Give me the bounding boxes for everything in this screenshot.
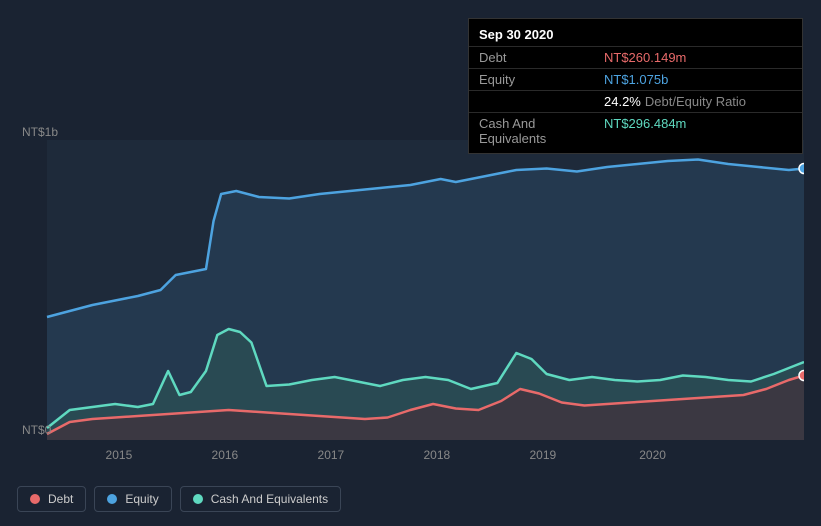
y-axis-label: NT$0 [22,423,51,437]
x-axis-label: 2018 [423,448,450,462]
x-axis-label: 2016 [212,448,239,462]
tooltip-row: Cash And EquivalentsNT$296.484m [469,112,802,149]
chart-plot [17,120,804,465]
tooltip-value: NT$1.075b [604,72,668,87]
legend-item-debt[interactable]: Debt [17,486,86,512]
tooltip-value: NT$296.484m [604,116,686,131]
legend-label: Cash And Equivalents [211,492,328,506]
legend-label: Debt [48,492,73,506]
x-axis-label: 2020 [639,448,666,462]
tooltip-value: NT$260.149m [604,50,686,65]
legend-label: Equity [125,492,158,506]
x-axis-label: 2019 [529,448,556,462]
tooltip-label: Debt [479,50,604,65]
tooltip-label: Cash And Equivalents [479,116,604,146]
legend-item-cash-and-equivalents[interactable]: Cash And Equivalents [180,486,341,512]
tooltip-row: EquityNT$1.075b [469,68,802,90]
legend-item-equity[interactable]: Equity [94,486,171,512]
y-axis-label: NT$1b [22,125,58,139]
legend-swatch [193,494,203,504]
chart-legend: Debt Equity Cash And Equivalents [17,486,341,512]
tooltip-label: Equity [479,72,604,87]
tooltip-row: DebtNT$260.149m [469,46,802,68]
tooltip-value: 24.2% [604,94,641,109]
chart-tooltip: Sep 30 2020 DebtNT$260.149mEquityNT$1.07… [468,18,803,154]
x-axis-label: 2015 [106,448,133,462]
tooltip-date: Sep 30 2020 [469,23,802,46]
tooltip-row: 24.2% Debt/Equity Ratio [469,90,802,112]
tooltip-extra: Debt/Equity Ratio [645,94,746,109]
legend-swatch [30,494,40,504]
x-axis-label: 2017 [318,448,345,462]
debt-equity-chart: NT$1b NT$0 2015 2016 2017 2018 2019 2020 [17,120,804,465]
legend-swatch [107,494,117,504]
